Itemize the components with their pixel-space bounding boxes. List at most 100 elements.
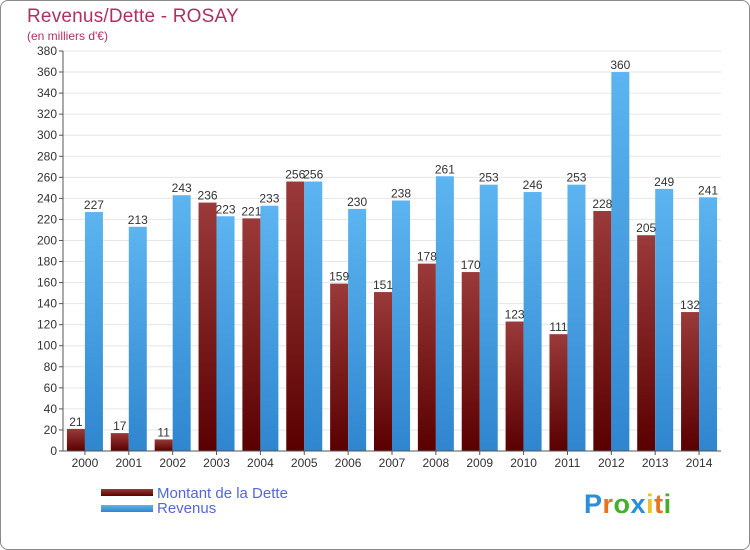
data-label: 253 <box>479 171 499 185</box>
bar-dette-2013 <box>637 235 656 451</box>
y-tick-label: 80 <box>44 360 58 374</box>
y-tick-label: 340 <box>37 86 57 100</box>
bar-revenus-2006 <box>348 208 367 451</box>
legend-swatch-revenus <box>101 505 153 512</box>
y-tick-label: 60 <box>44 381 58 395</box>
y-tick-label: 320 <box>37 107 57 121</box>
data-label: 205 <box>636 221 656 235</box>
bar-dette-2012 <box>593 211 612 451</box>
bar-dette-2002 <box>154 439 173 451</box>
bars <box>66 72 718 452</box>
y-tick-label: 120 <box>37 318 57 332</box>
x-tick-label: 2009 <box>466 456 493 470</box>
bar-dette-2011 <box>549 334 568 451</box>
bar-revenus-2000 <box>84 212 103 451</box>
x-tick-label: 2014 <box>686 456 713 470</box>
logo-letter: P <box>584 489 603 519</box>
y-tick-label: 260 <box>37 170 57 184</box>
data-label: 223 <box>216 202 236 216</box>
x-tick-label: 2008 <box>423 456 450 470</box>
y-tick-label: 300 <box>37 128 57 142</box>
bar-dette-2006 <box>330 283 349 451</box>
data-label: 230 <box>347 195 367 209</box>
legend-label-debt: Montant de la Dette <box>157 485 288 502</box>
bar-dette-2005 <box>286 181 305 452</box>
data-label: 123 <box>505 308 525 322</box>
data-label: 159 <box>329 270 349 284</box>
x-tick-label: 2013 <box>642 456 669 470</box>
bar-dette-2003 <box>198 202 217 451</box>
bar-dette-2007 <box>374 292 392 451</box>
data-label: 246 <box>523 178 543 192</box>
data-label: 228 <box>592 197 612 211</box>
x-tick-label: 2010 <box>510 456 537 470</box>
y-tick-label: 220 <box>37 212 57 226</box>
x-tick-label: 2005 <box>291 456 318 470</box>
bar-dette-2009 <box>461 272 480 451</box>
data-label: 253 <box>566 171 586 185</box>
y-tick-label: 360 <box>37 65 57 79</box>
bar-revenus-2011 <box>567 184 586 451</box>
y-tick-label: 380 <box>37 44 57 58</box>
data-label: 243 <box>172 181 192 195</box>
x-tick-label: 2007 <box>379 456 406 470</box>
data-label: 111 <box>549 320 568 334</box>
logo-letter: i <box>646 489 655 519</box>
x-tick-label: 2012 <box>598 456 625 470</box>
data-label: 241 <box>698 183 718 197</box>
x-tick-label: 2002 <box>159 456 186 470</box>
y-tick-label: 180 <box>37 255 57 269</box>
y-tick-label: 200 <box>37 233 57 247</box>
bar-dette-2004 <box>242 218 261 451</box>
data-label: 151 <box>373 278 393 292</box>
data-label: 249 <box>654 175 674 189</box>
data-label: 132 <box>680 298 700 312</box>
x-tick-label: 2004 <box>247 456 274 470</box>
data-label: 221 <box>241 204 261 218</box>
data-label: 170 <box>461 258 481 272</box>
data-label: 256 <box>285 168 305 182</box>
bar-revenus-2002 <box>172 195 191 451</box>
chart-title: Revenus/Dette - ROSAY <box>27 6 239 27</box>
data-label: 256 <box>303 168 323 182</box>
x-tick-label: 2011 <box>555 456 581 470</box>
data-label: 261 <box>435 162 455 176</box>
bar-revenus-2014 <box>699 197 718 451</box>
y-tick-label: 40 <box>44 402 58 416</box>
data-label: 17 <box>113 419 127 433</box>
data-label: 213 <box>128 213 148 227</box>
data-label: 178 <box>417 250 437 264</box>
bar-dette-2001 <box>110 433 129 451</box>
bar-revenus-2007 <box>392 200 410 451</box>
bar-dette-2008 <box>417 263 436 451</box>
data-label: 238 <box>391 186 411 200</box>
y-tick-label: 20 <box>44 423 58 437</box>
bar-dette-2010 <box>505 321 524 451</box>
data-label: 233 <box>259 192 279 206</box>
y-tick-label: 0 <box>50 444 57 458</box>
logo-letter: i <box>663 489 672 519</box>
proxiti-logo: Proxiti <box>584 489 672 520</box>
chart-subtitle: (en milliers d'€) <box>27 29 108 43</box>
bar-dette-2000 <box>66 428 85 451</box>
data-label: 21 <box>69 415 83 429</box>
axes: 0 20 40 60 80 100 120 140 160 180 200 220 240 260 280 3… <box>37 44 721 470</box>
logo-letter: x <box>630 489 647 519</box>
data-label: 227 <box>84 198 104 212</box>
y-tick-label: 280 <box>37 149 57 163</box>
data-label: 360 <box>610 58 630 72</box>
bar-revenus-2003 <box>216 216 235 451</box>
bar-revenus-2008 <box>435 176 454 451</box>
legend-label-revenus: Revenus <box>157 500 217 517</box>
bar-revenus-2005 <box>304 181 323 452</box>
y-tick-label: 140 <box>37 297 57 311</box>
x-tick-label: 2003 <box>203 456 230 470</box>
bar-dette-2014 <box>681 312 700 451</box>
x-tick-label: 2001 <box>115 456 142 470</box>
legend-swatch-debt <box>101 489 153 496</box>
bar-revenus-2013 <box>655 188 674 452</box>
data-label: 236 <box>198 189 218 203</box>
